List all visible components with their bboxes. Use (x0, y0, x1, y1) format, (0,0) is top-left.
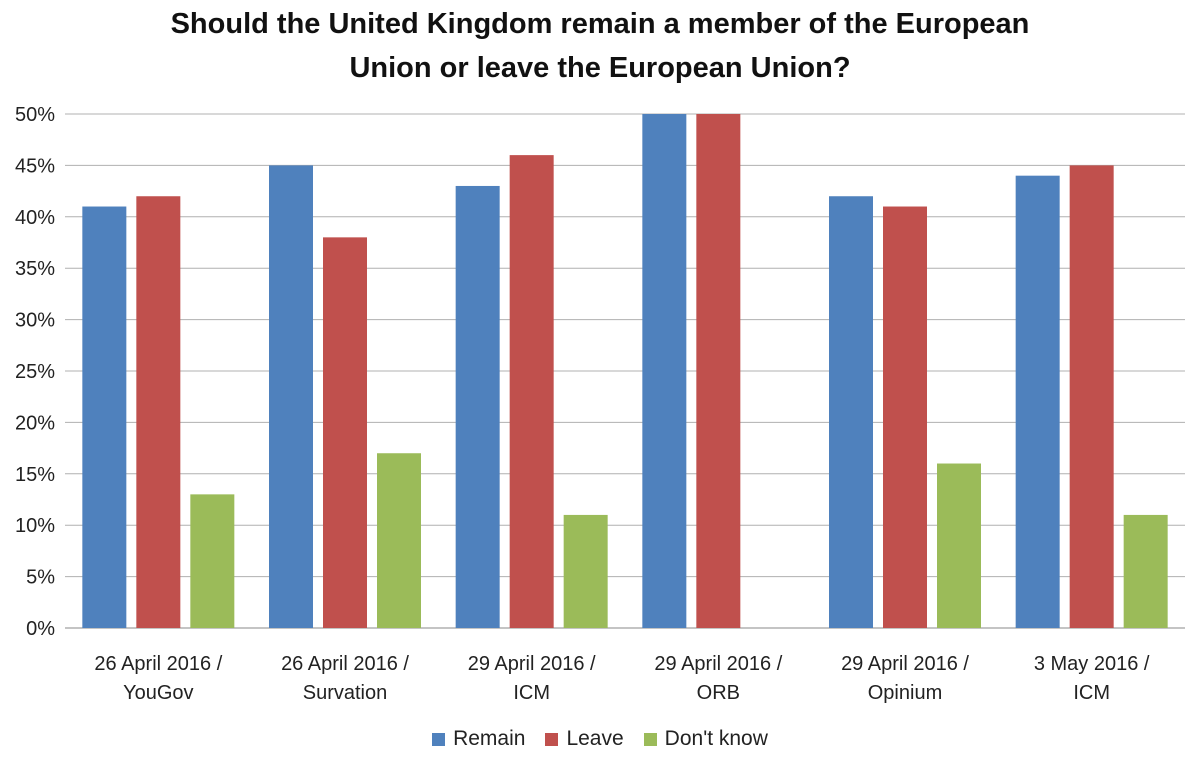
y-tick-label: 20% (15, 412, 55, 434)
legend-item-leave: Leave (545, 727, 624, 751)
y-tick-label: 5% (26, 567, 55, 589)
legend-item-remain: Remain (432, 727, 525, 751)
y-tick-label: 40% (15, 207, 55, 229)
y-tick-label: 15% (15, 464, 55, 486)
x-tick-label: 29 April 2016 / (841, 653, 969, 675)
y-tick-label: 0% (26, 618, 55, 640)
x-tick-label: Survation (303, 682, 388, 704)
legend-label-remain: Remain (453, 727, 526, 750)
bar-remain (1015, 175, 1060, 628)
legend-item-dont-know: Don't know (643, 727, 768, 751)
bar-leave (323, 237, 367, 629)
x-tick-label: Opinium (868, 682, 942, 704)
x-tick-label: ICM (1073, 682, 1110, 704)
x-tick-label: 26 April 2016 / (94, 653, 222, 675)
legend-label-dont-know: Don't know (664, 727, 768, 750)
bar-don-t-know (937, 463, 981, 628)
legend-swatch-leave (545, 732, 559, 746)
y-tick-label: 45% (15, 155, 55, 177)
legend-label-leave: Leave (566, 727, 624, 750)
x-tick-label: 29 April 2016 / (468, 653, 596, 675)
x-tick-label: ORB (697, 682, 740, 704)
legend-swatch-remain (432, 732, 446, 746)
y-tick-label: 50% (15, 104, 55, 126)
chart-title-line-2: Union or leave the European Union? (349, 52, 851, 84)
bar-leave (696, 114, 741, 628)
bar-remain (829, 196, 873, 629)
chart-title-line-1: Should the United Kingdom remain a membe… (170, 8, 1030, 40)
bar-leave (136, 196, 181, 629)
bar-don-t-know (563, 514, 608, 628)
x-tick-label: 3 May 2016 / (1034, 653, 1150, 675)
x-tick-label: ICM (513, 682, 550, 704)
bar-leave (883, 206, 927, 628)
x-tick-label: YouGov (123, 682, 193, 704)
bar-don-t-know (1123, 514, 1168, 628)
y-tick-label: 35% (15, 258, 55, 280)
bar-remain (455, 185, 500, 628)
bar-remain (642, 114, 687, 628)
bar-remain (269, 165, 313, 628)
x-tick-label: 29 April 2016 / (654, 653, 782, 675)
x-tick-label: 26 April 2016 / (281, 653, 409, 675)
y-tick-label: 30% (15, 310, 55, 332)
bar-don-t-know (377, 453, 421, 628)
y-tick-label: 10% (15, 515, 55, 537)
bar-don-t-know (190, 494, 235, 628)
y-tick-label: 25% (15, 361, 55, 383)
bar-leave (1069, 165, 1114, 628)
legend-swatch-dont-know (643, 732, 657, 746)
legend: Remain Leave Don't know (0, 727, 1200, 751)
bar-leave (509, 155, 554, 628)
bar-remain (82, 206, 127, 628)
